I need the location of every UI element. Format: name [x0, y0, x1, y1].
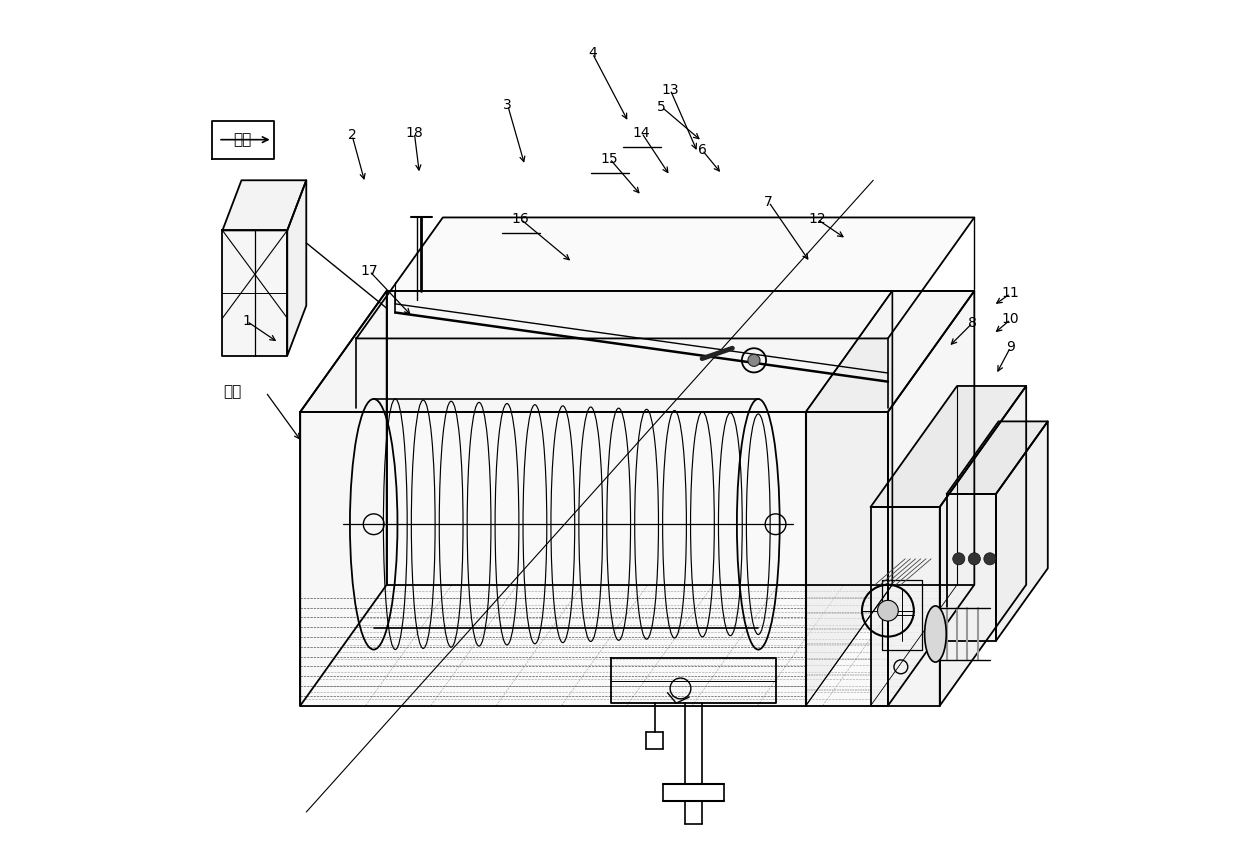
Polygon shape: [288, 180, 306, 355]
Circle shape: [748, 355, 760, 367]
Text: 3: 3: [503, 98, 512, 112]
Circle shape: [983, 553, 996, 565]
Polygon shape: [870, 386, 1027, 507]
Text: 废水: 废水: [223, 385, 242, 400]
Text: 14: 14: [632, 126, 651, 140]
Text: 4: 4: [588, 46, 596, 60]
Text: 7: 7: [764, 195, 773, 209]
Polygon shape: [996, 421, 1048, 641]
Polygon shape: [946, 421, 1048, 494]
Text: 13: 13: [661, 82, 680, 96]
Polygon shape: [356, 218, 975, 338]
Ellipse shape: [925, 606, 946, 662]
Circle shape: [968, 553, 981, 565]
Text: 5: 5: [657, 100, 666, 114]
Polygon shape: [940, 386, 1027, 706]
Polygon shape: [300, 291, 975, 412]
Text: 18: 18: [405, 126, 423, 140]
Text: 2: 2: [347, 128, 356, 142]
Polygon shape: [222, 231, 288, 355]
Text: 6: 6: [698, 143, 707, 157]
Polygon shape: [300, 412, 888, 706]
Text: 9: 9: [1006, 340, 1016, 354]
Polygon shape: [222, 180, 306, 231]
Polygon shape: [888, 291, 975, 706]
Text: 12: 12: [808, 212, 826, 226]
Text: 10: 10: [1002, 312, 1019, 326]
Text: 17: 17: [361, 264, 378, 278]
Text: 16: 16: [512, 212, 529, 226]
Polygon shape: [870, 507, 940, 706]
Text: 8: 8: [968, 316, 977, 329]
Text: 11: 11: [1002, 286, 1019, 301]
Text: 1: 1: [242, 314, 250, 328]
Polygon shape: [806, 291, 893, 706]
Text: 15: 15: [601, 152, 619, 166]
Circle shape: [952, 553, 965, 565]
Polygon shape: [300, 291, 387, 706]
Circle shape: [878, 600, 898, 621]
Text: 进水: 进水: [233, 132, 252, 147]
Polygon shape: [946, 494, 996, 641]
